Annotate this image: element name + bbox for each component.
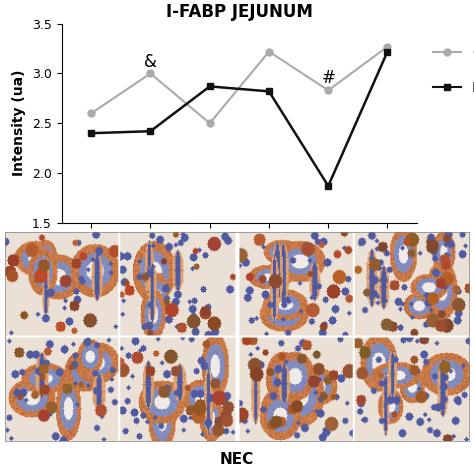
Text: NEC: NEC [220,452,254,467]
NEC [266,89,272,94]
NEC [88,130,94,136]
Text: #: # [321,69,335,87]
C [148,71,154,76]
NEC [325,183,331,189]
Title: I-FABP JEJUNUM: I-FABP JEJUNUM [166,3,313,21]
C [384,44,390,49]
Legend: C, NEC: C, NEC [428,41,474,100]
Y-axis label: Intensity (ua): Intensity (ua) [12,70,27,176]
Line: C: C [88,43,391,127]
NEC [384,49,390,55]
NEC [148,128,154,134]
C [88,110,94,116]
C [325,88,331,93]
Line: NEC: NEC [88,48,391,190]
C [266,49,272,55]
C [207,120,212,126]
X-axis label: Number of Ischemia: Number of Ischemia [161,251,318,265]
NEC [207,83,212,89]
Text: &: & [144,53,157,71]
